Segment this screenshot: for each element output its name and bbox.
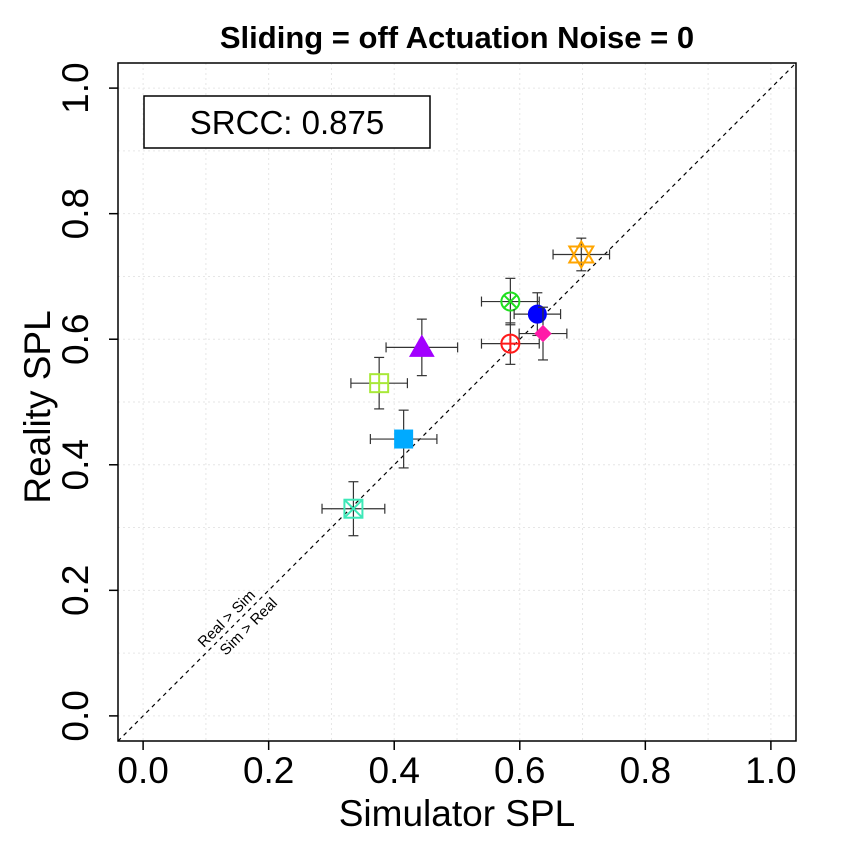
marker-triangle xyxy=(408,334,435,357)
marker-x-stroke xyxy=(503,294,518,309)
x-tick-label: 0.0 xyxy=(117,750,168,791)
data-point xyxy=(385,318,459,377)
x-tick-label: 0.6 xyxy=(494,750,545,791)
data-point xyxy=(552,237,611,272)
x-axis-label: Simulator SPL xyxy=(339,793,576,834)
x-tick-label: 0.4 xyxy=(369,750,420,791)
marker-triangle-down xyxy=(567,245,596,270)
marker-square-x xyxy=(343,498,364,519)
plot-frame xyxy=(117,62,797,742)
grid-lines xyxy=(118,63,796,741)
marker-square xyxy=(394,429,414,449)
y-tick-label: 0.0 xyxy=(55,690,96,741)
data-point xyxy=(321,481,386,537)
y-tick-label: 0.8 xyxy=(55,188,96,239)
data-point xyxy=(518,306,568,361)
marker-circle-x xyxy=(500,291,521,312)
marker-triangle-up xyxy=(567,239,596,264)
srcc-box-frame xyxy=(143,95,431,149)
data-points xyxy=(321,237,611,537)
y-axis-label: Reality SPL xyxy=(17,310,58,503)
data-point xyxy=(350,356,409,410)
y-tick-label: 1.0 xyxy=(55,62,96,113)
y-tick-label: 0.2 xyxy=(55,565,96,616)
chart-title: Sliding = off Actuation Noise = 0 xyxy=(220,20,694,55)
x-tick-label: 0.2 xyxy=(243,750,294,791)
axes: 0.0 0.2 0.4 0.6 0.8 1.0 0.0 0.2 0.4 0.6 0.8 1.0 xyxy=(55,62,797,791)
x-tick-label: 0.8 xyxy=(620,750,671,791)
data-point xyxy=(480,322,540,365)
marker-x-stroke xyxy=(343,499,364,519)
y-tick-label: 0.6 xyxy=(55,314,96,365)
data-point xyxy=(369,409,438,469)
marker-diamond xyxy=(534,324,552,343)
x-tick-label: 1.0 xyxy=(745,750,796,791)
data-point xyxy=(513,292,562,337)
srcc-label: SRCC: 0.875 xyxy=(190,104,384,141)
srcc-box: SRCC: 0.875 xyxy=(143,95,431,149)
marker-circle xyxy=(527,304,547,324)
y-tick-label: 0.4 xyxy=(55,439,96,490)
